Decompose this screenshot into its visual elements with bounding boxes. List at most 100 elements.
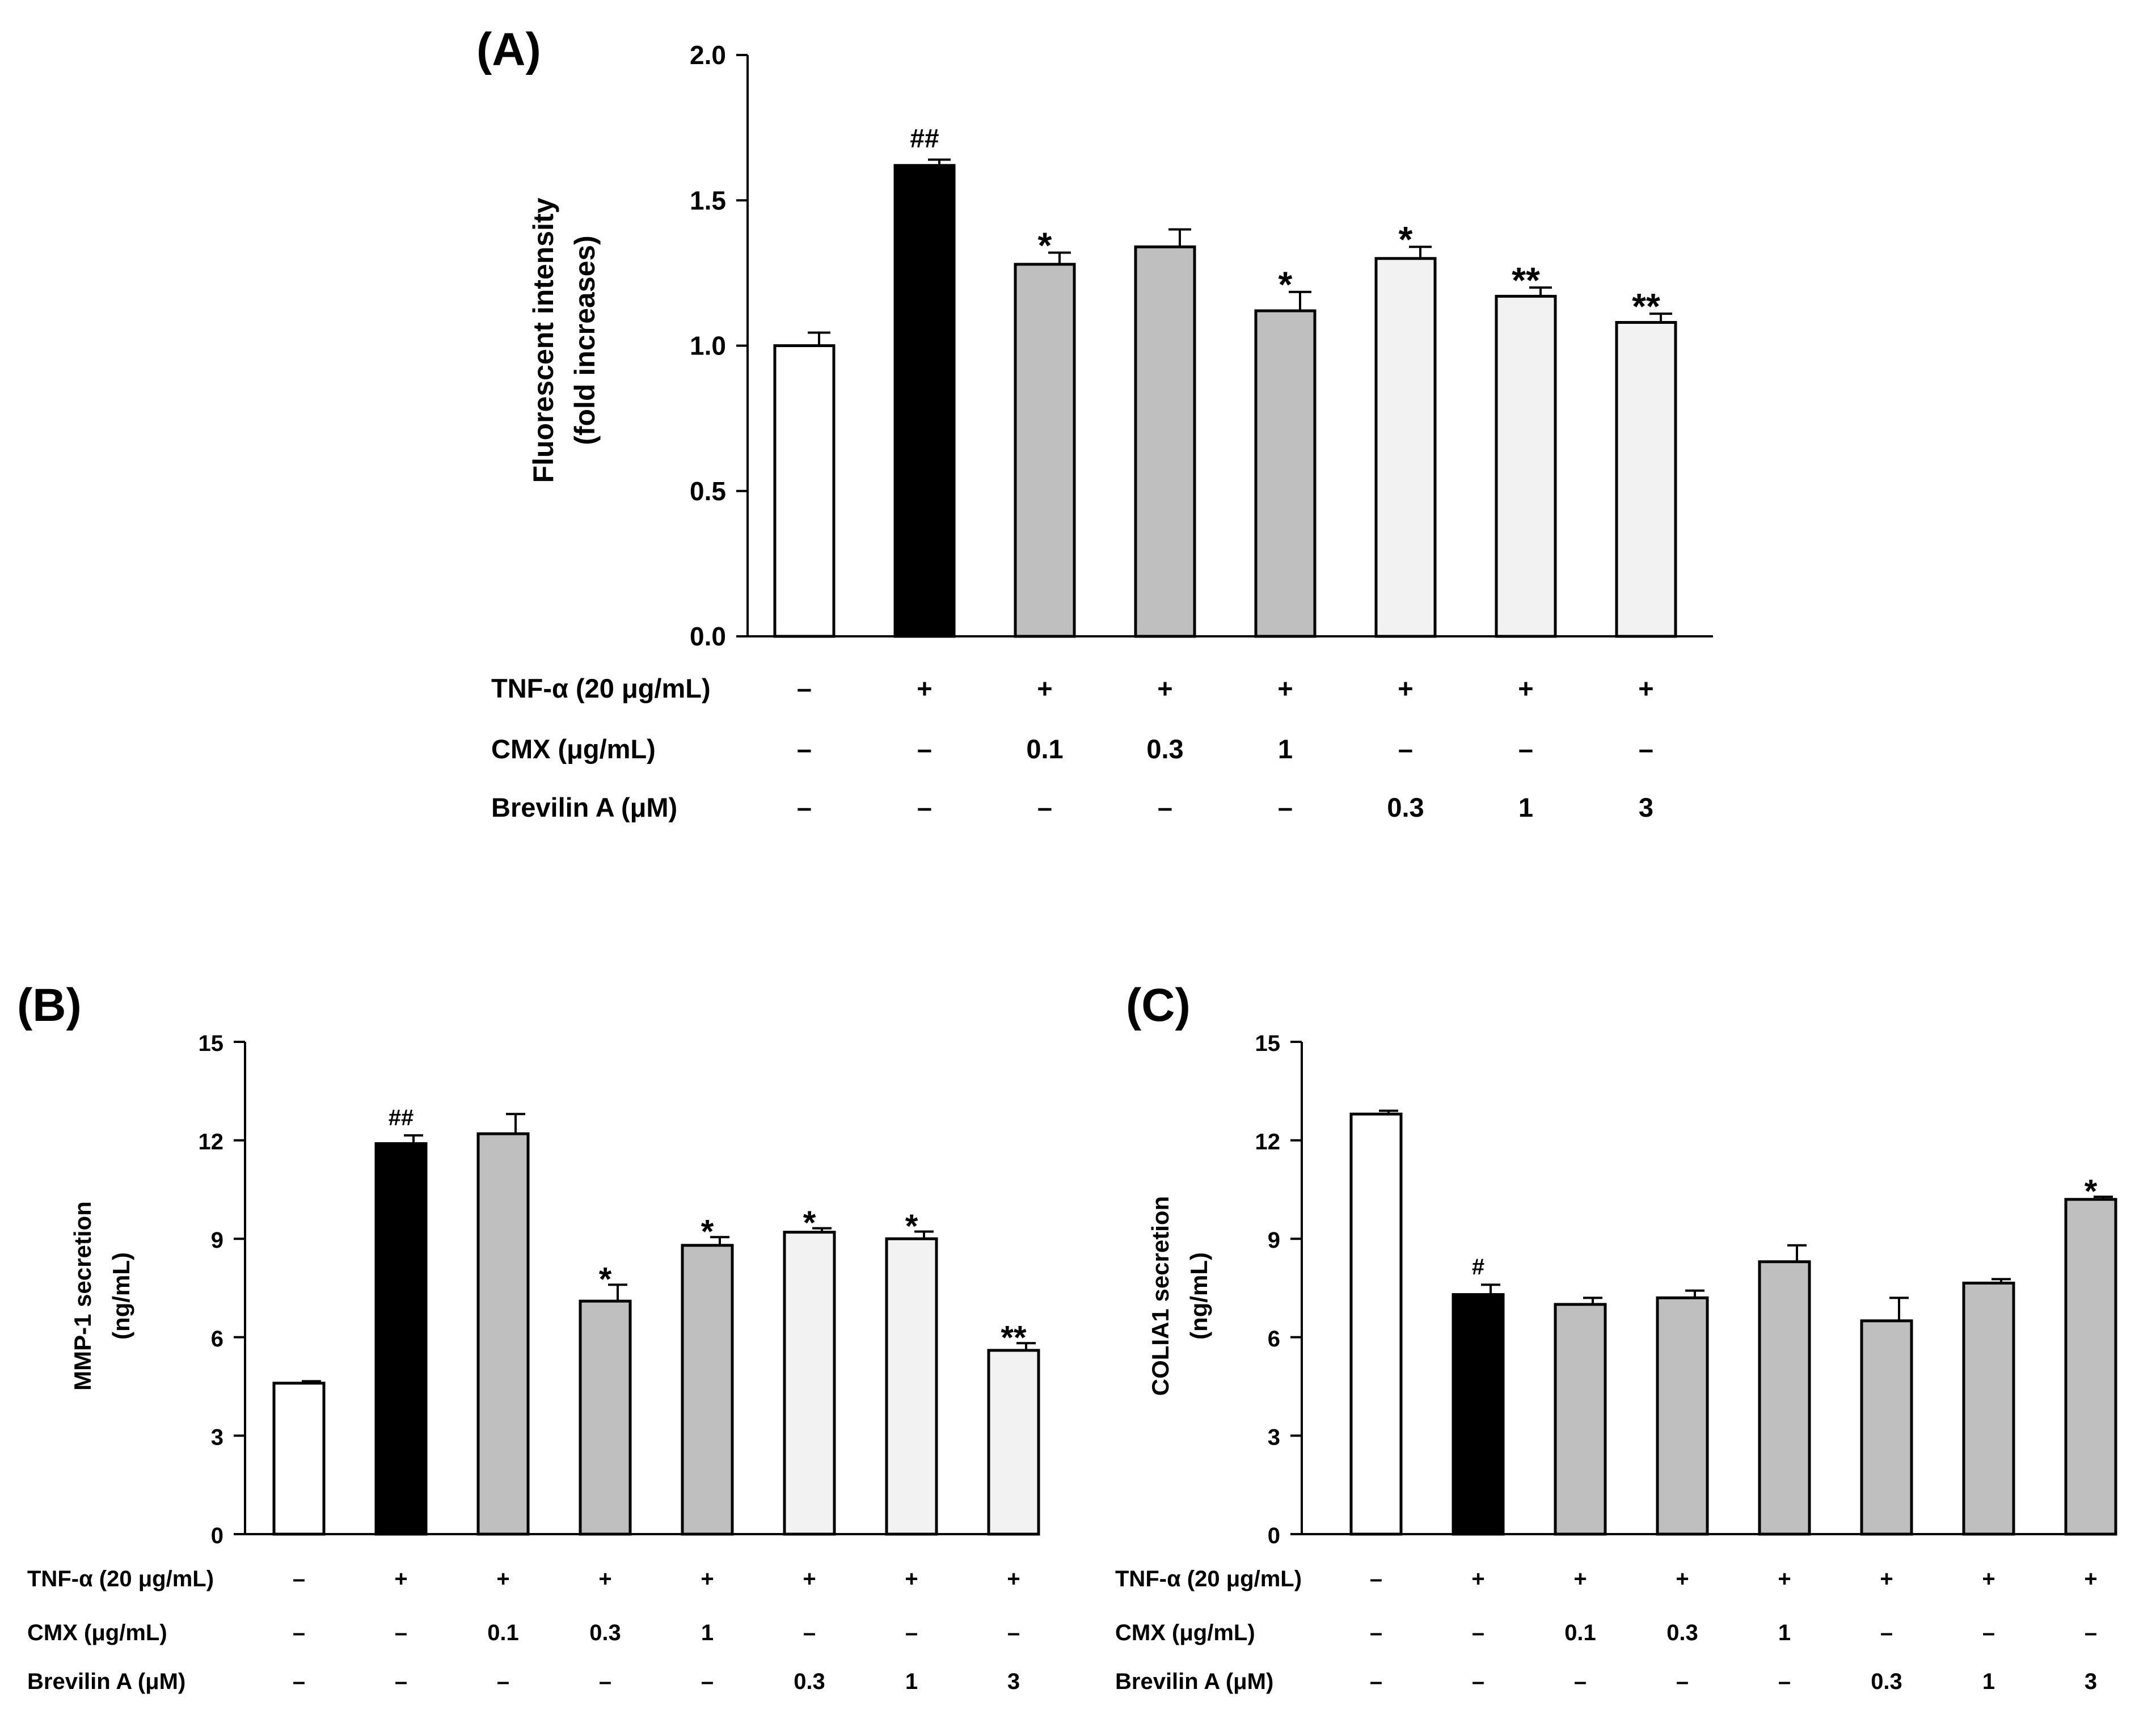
y-tick-label: 3 <box>211 1425 223 1450</box>
condition-value: – <box>1676 1669 1689 1694</box>
condition-value: + <box>1518 673 1533 703</box>
condition-value: 1 <box>701 1620 714 1645</box>
condition-value: + <box>1778 1566 1791 1591</box>
significance-label: * <box>1038 225 1052 265</box>
y-tick-label: 0.0 <box>690 622 726 651</box>
condition-value: – <box>1398 734 1413 764</box>
bar <box>1014 263 1076 638</box>
condition-value: – <box>1574 1669 1587 1694</box>
bar <box>476 1132 530 1536</box>
condition-value: 0.3 <box>794 1669 825 1694</box>
significance-label: ## <box>910 124 939 153</box>
condition-value: – <box>1982 1620 1995 1645</box>
significance-label: ## <box>389 1105 414 1130</box>
condition-value: – <box>905 1620 918 1645</box>
y-tick-label: 6 <box>1268 1327 1280 1352</box>
y-tick-label: 0.5 <box>690 476 726 506</box>
y-tick-label: 0 <box>211 1523 223 1548</box>
bar <box>1374 257 1437 638</box>
condition-value: 0.3 <box>1871 1669 1902 1694</box>
condition-value: – <box>1472 1669 1484 1694</box>
condition-value: + <box>1573 1566 1587 1591</box>
condition-value: + <box>1638 673 1653 703</box>
bar <box>893 164 956 638</box>
condition-value: – <box>917 792 932 822</box>
y-tick-label: 9 <box>211 1228 223 1253</box>
y-tick-label: 9 <box>1268 1228 1280 1253</box>
panel-label: (C) <box>1126 979 1191 1031</box>
bar <box>681 1244 734 1536</box>
condition-value: – <box>1037 792 1052 822</box>
significance-label: * <box>1279 264 1293 305</box>
condition-value: – <box>1518 734 1533 764</box>
significance-label: # <box>1472 1255 1484 1279</box>
bar <box>374 1142 428 1536</box>
y-tick-label: 6 <box>211 1327 223 1352</box>
condition-value: – <box>293 1566 305 1591</box>
condition-value: – <box>1472 1620 1484 1645</box>
condition-value: + <box>1471 1566 1484 1591</box>
chart-panel-a: (A) 0.0 0.5 1.0 1.5 2.0 Fluorescent intensity (… <box>476 24 1713 822</box>
condition-value: – <box>1370 1566 1382 1591</box>
bar <box>1615 321 1677 638</box>
condition-value: – <box>797 792 812 822</box>
condition-value: – <box>1880 1620 1893 1645</box>
condition-row-label: Brevilin A (μM) <box>1115 1669 1273 1694</box>
condition-value: – <box>1007 1620 1020 1645</box>
significance-label: * <box>701 1214 714 1251</box>
condition-value: 1 <box>1518 792 1533 822</box>
y-axis-title: Fluorescent intensity <box>528 197 559 483</box>
panel-label: (A) <box>476 24 541 75</box>
bar <box>1254 309 1317 638</box>
bar <box>1962 1281 2015 1536</box>
condition-value: – <box>1370 1620 1382 1645</box>
y-axis-title: (fold increases) <box>569 235 601 445</box>
condition-value: + <box>598 1566 611 1591</box>
y-tick-label: 0 <box>1268 1523 1280 1548</box>
condition-value: – <box>1370 1669 1382 1694</box>
condition-value: 0.1 <box>1564 1620 1596 1645</box>
condition-value: – <box>395 1620 407 1645</box>
panel-label: (B) <box>17 979 82 1031</box>
significance-label: * <box>1399 219 1413 260</box>
condition-value: 0.1 <box>487 1620 519 1645</box>
bar <box>783 1231 836 1536</box>
condition-value: + <box>1157 673 1172 703</box>
y-tick-label: 1.5 <box>690 185 726 215</box>
condition-row-label: TNF-α (20 μg/mL) <box>1115 1566 1302 1591</box>
y-tick-label: 1.0 <box>690 331 726 361</box>
condition-value: + <box>803 1566 816 1591</box>
condition-row-label: CMX (μg/mL) <box>491 734 656 764</box>
significance-label: * <box>803 1205 816 1241</box>
bar <box>1134 245 1196 638</box>
condition-value: + <box>1880 1566 1893 1591</box>
condition-value: – <box>797 734 812 764</box>
condition-row-label: TNF-α (20 μg/mL) <box>27 1566 214 1591</box>
significance-label: * <box>2085 1173 2098 1210</box>
y-axis-title: COLIA1 secretion <box>1147 1196 1174 1396</box>
significance-label: * <box>905 1208 918 1245</box>
condition-value: – <box>1158 792 1172 822</box>
bar <box>1656 1296 1709 1536</box>
condition-value: + <box>917 673 932 703</box>
condition-value: + <box>1982 1566 1995 1591</box>
condition-row-label: Brevilin A (μM) <box>491 792 677 822</box>
condition-value: + <box>1398 673 1413 703</box>
y-axis-title: (ng/mL) <box>108 1252 134 1340</box>
condition-value: – <box>1778 1669 1791 1694</box>
bar <box>1349 1112 1403 1536</box>
condition-value: 0.3 <box>1146 734 1183 764</box>
condition-value: + <box>394 1566 407 1591</box>
bar <box>1452 1293 1505 1536</box>
condition-value: + <box>1676 1566 1689 1591</box>
condition-value: 3 <box>1007 1669 1020 1694</box>
y-tick-label: 12 <box>199 1130 224 1155</box>
condition-row-label: Brevilin A (μM) <box>27 1669 185 1694</box>
condition-value: 0.3 <box>1666 1620 1698 1645</box>
condition-value: + <box>1277 673 1293 703</box>
bar <box>885 1237 938 1536</box>
condition-value: 0.1 <box>1026 734 1063 764</box>
bar <box>2064 1198 2117 1536</box>
condition-value: + <box>1007 1566 1020 1591</box>
